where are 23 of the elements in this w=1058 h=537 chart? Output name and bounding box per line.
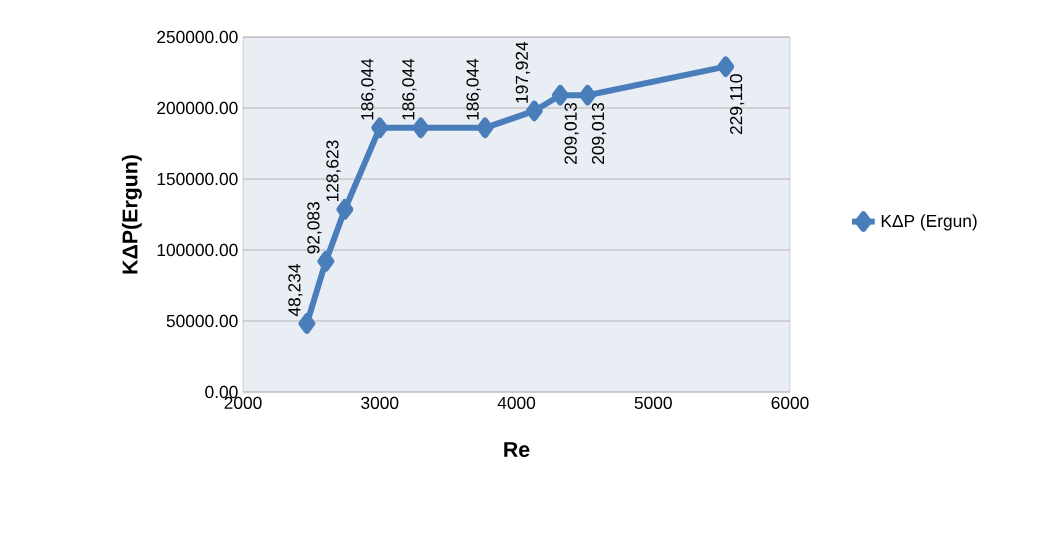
data-label: 48,234	[288, 264, 303, 317]
data-label: 186,044	[466, 58, 481, 120]
data-label: 186,044	[402, 58, 417, 120]
y-tick-label: 250000.00	[157, 30, 238, 44]
x-tick-label: 5000	[634, 396, 672, 409]
y-tick-label: 200000.00	[157, 101, 238, 115]
data-label: 229,110	[729, 74, 745, 135]
x-tick-label: 4000	[497, 396, 536, 409]
data-label: 209,013	[591, 102, 607, 164]
y-tick-label: 150000.00	[157, 172, 238, 186]
y-tick-label: 100000.00	[157, 243, 238, 257]
x-tick-label: 3000	[361, 396, 399, 409]
data-label: 197,924	[515, 41, 531, 103]
point	[336, 199, 354, 220]
data-label: 92,083	[307, 202, 322, 254]
data-label: 209,013	[564, 102, 579, 164]
data-label: 186,044	[361, 58, 376, 120]
y-tick-label: 50000.00	[166, 314, 238, 328]
y-axis-title: KΔP(Ergun)	[121, 155, 142, 274]
data-label: 128,623	[326, 140, 341, 202]
x-tick-label: 6000	[771, 396, 809, 409]
legend-label: KΔP (Ergun)	[881, 214, 977, 231]
x-axis-title: Re	[504, 442, 530, 458]
